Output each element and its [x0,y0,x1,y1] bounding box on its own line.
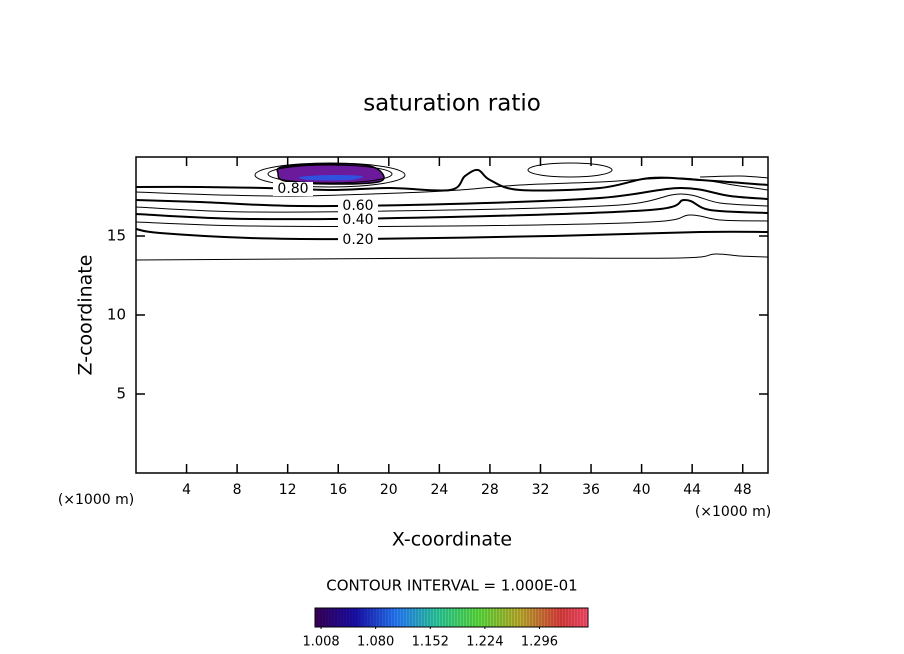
contour-line [254,162,406,188]
x-tick-label: 40 [633,482,651,498]
x-tick-label: 24 [430,482,448,498]
contour-line [135,198,769,221]
x-tick-label: 36 [582,482,600,498]
chart-title: saturation ratio [363,91,541,117]
contour-line [135,228,769,241]
colorbar-tick-label: 1.224 [466,635,503,650]
x-tick-label: 44 [683,482,701,498]
x-tick-label: 28 [481,482,499,498]
y-tick-label: 15 [107,227,126,245]
colorbar-tick-label: 1.152 [412,635,449,650]
supersaturation-core [298,174,363,181]
x-tick-label: 20 [380,482,398,498]
x-tick-label: 8 [233,482,242,498]
contour-line [135,253,769,261]
contour-label-bg [338,199,378,213]
contour-label-bg [338,233,378,247]
x-axis-label: X-coordinate [392,529,512,551]
x-tick-label: 48 [734,482,752,498]
y-axis-label: Z-coordinate [75,255,97,376]
contour-label: 0.60 [342,198,373,214]
contour-line [135,168,769,192]
contour-line [135,193,769,213]
x-tick-label: 12 [279,482,297,498]
contour-label: 0.40 [342,212,373,228]
y-tick-label: 5 [116,385,126,403]
contour-label: 0.20 [342,232,373,248]
contour-line [135,214,769,227]
contour-label-bg [273,182,313,196]
contour-label-bg [338,213,378,227]
x-unit-label: (×1000 m) [695,504,771,520]
contour-interval: CONTOUR INTERVAL = 1.000E-01 [326,577,577,595]
x-tick-label: 4 [182,482,191,498]
contour-line [267,164,393,184]
contour-line [699,175,769,179]
x-tick-label: 16 [329,482,347,498]
contour-label: 0.80 [277,181,308,197]
colorbar-tick-label: 1.296 [521,635,558,650]
colorbar-tick-label: 1.080 [357,635,394,650]
colorbar [314,607,589,628]
y-unit-label: (×1000 m) [58,492,134,508]
x-tick-label: 32 [532,482,550,498]
colorbar-tick-label: 1.008 [302,635,339,650]
y-tick-label: 10 [107,306,126,324]
contour-line [135,186,769,208]
